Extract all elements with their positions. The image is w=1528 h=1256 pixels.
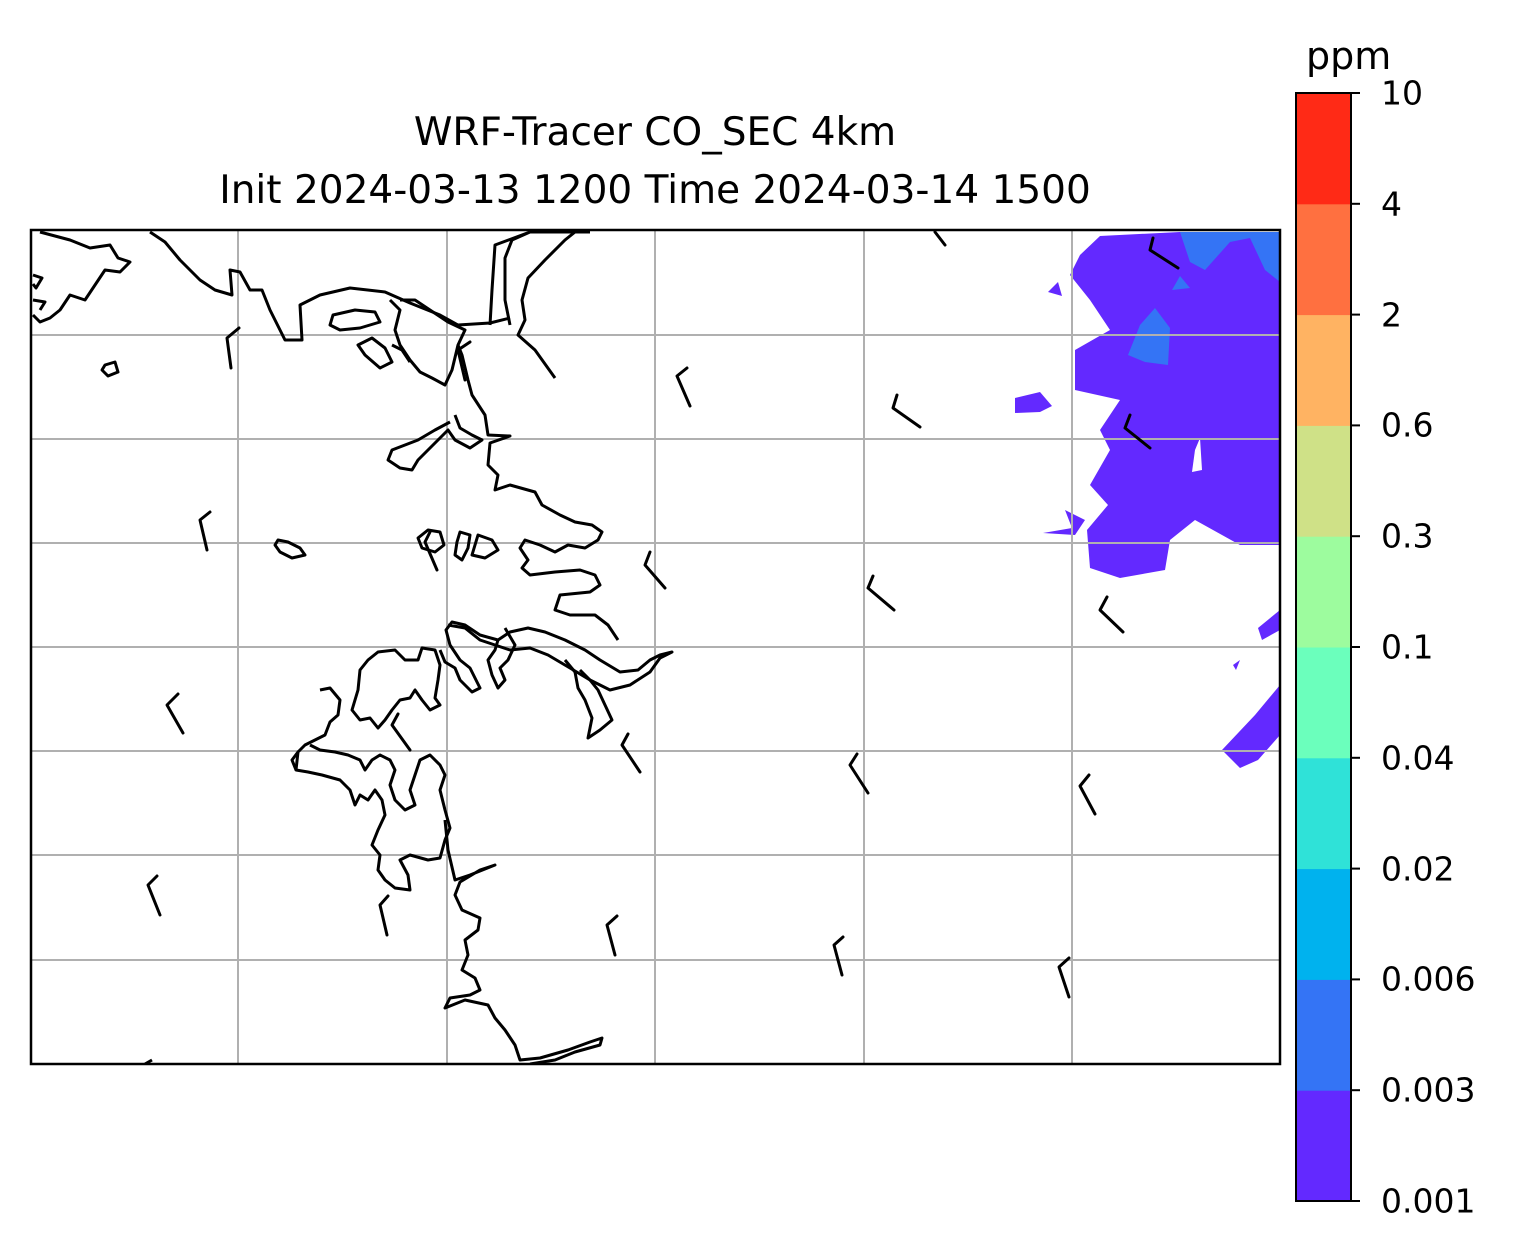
wind-barb: [675, 366, 692, 408]
colorbar-band: [1296, 647, 1351, 759]
tracer-patch-higher: [1180, 232, 1280, 282]
wind-barb: [198, 510, 212, 552]
map-frame: [29, 228, 1282, 1066]
tracer-field-higher: [1128, 232, 1280, 365]
wind-barb: [643, 550, 667, 590]
gridlines: [31, 230, 1280, 1064]
tracer-gap: [1192, 438, 1202, 472]
map-title-line1: WRF-Tracer CO_SEC 4km: [413, 110, 897, 155]
colorbar-band: [1296, 93, 1351, 205]
wind-barb: [933, 230, 947, 247]
tracer-patch: [1043, 510, 1085, 535]
wind-barb: [146, 874, 162, 917]
tracer-plume-main: [1070, 232, 1280, 578]
colorbar-tick-label: 0.003: [1381, 1070, 1476, 1110]
colorbar-unit-label: ppm: [1306, 34, 1392, 78]
wind-barb: [866, 574, 896, 612]
wind-barb: [378, 894, 390, 937]
colorbar-tick-label: 0.6: [1381, 405, 1434, 445]
wind-barb: [423, 530, 439, 572]
wind-barb: [225, 326, 241, 370]
wind-barb: [605, 914, 619, 957]
tracer-patch: [1015, 392, 1052, 413]
wind-barb: [165, 692, 185, 735]
tracer-patch: [1233, 660, 1240, 670]
colorbar-tick-label: 0.02: [1381, 849, 1455, 889]
colorbar-tick-label: 0.04: [1381, 738, 1455, 778]
colorbar-band: [1296, 425, 1351, 537]
wind-barb: [848, 752, 870, 795]
colorbar-band: [1296, 979, 1351, 1091]
wind-barb: [1078, 773, 1097, 816]
wind-barb: [390, 712, 412, 752]
colorbar-ticks: [1351, 92, 1360, 1202]
colorbar: [1296, 93, 1351, 1202]
wind-barb: [832, 935, 845, 977]
tracer-field: [1015, 232, 1280, 768]
colorbar-tick-label: 2: [1381, 295, 1402, 335]
map-area: [31, 230, 1280, 1064]
tracer-patch-higher: [1128, 308, 1170, 365]
wind-barbs: [146, 230, 1180, 999]
colorbar-tick-label: 0.1: [1381, 627, 1434, 667]
colorbar-tick-label: 0.001: [1381, 1181, 1476, 1221]
tracer-patch: [1258, 610, 1280, 640]
wind-barb: [1148, 236, 1180, 270]
wind-barb: [620, 732, 642, 774]
colorbar-band: [1296, 868, 1351, 980]
wind-barb: [1098, 595, 1125, 634]
colorbar-band: [1296, 203, 1351, 316]
wind-barb: [891, 393, 922, 429]
map-title-line2: Init 2024-03-13 1200 Time 2024-03-14 150…: [219, 168, 1091, 213]
colorbar-tick-label: 0.3: [1381, 516, 1434, 556]
wind-barb: [1123, 413, 1152, 450]
tracer-patch: [1048, 282, 1062, 296]
tracer-patch-higher: [1172, 276, 1190, 290]
colorbar-band: [1296, 757, 1351, 870]
colorbar-tick-label: 0.006: [1381, 959, 1476, 999]
wind-barb: [456, 340, 472, 382]
colorbar-tick-label: 10: [1381, 73, 1423, 113]
colorbar-band: [1296, 314, 1351, 426]
tracer-patch: [1222, 685, 1280, 768]
colorbar-band: [1296, 1090, 1351, 1202]
coastlines: [31, 230, 674, 1064]
wind-barb: [1057, 956, 1071, 999]
colorbar-tick-label: 4: [1381, 184, 1402, 224]
colorbar-band: [1296, 536, 1351, 648]
